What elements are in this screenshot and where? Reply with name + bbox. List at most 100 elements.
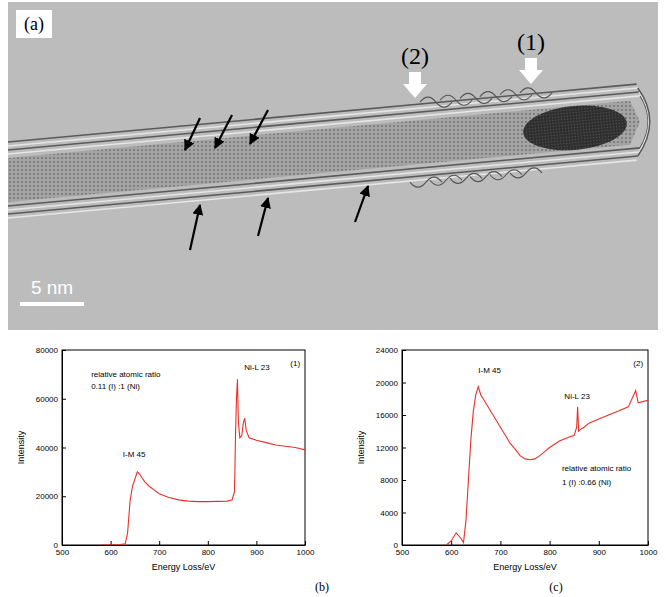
x-tick: 900 bbox=[250, 541, 264, 557]
y-axis: 04000800012000160002000024000 bbox=[376, 346, 406, 550]
y-tick-label: 0 bbox=[394, 541, 399, 550]
x-tick: 1000 bbox=[297, 541, 315, 557]
x-tick-mark bbox=[550, 541, 551, 545]
x-tick: 900 bbox=[593, 541, 607, 557]
annotation: Ni-L 23 bbox=[564, 392, 590, 401]
x-tick-label: 600 bbox=[445, 548, 459, 557]
y-tick: 60000 bbox=[36, 395, 66, 404]
data-group bbox=[446, 387, 648, 545]
y-tick-mark bbox=[402, 480, 406, 481]
y-tick-label: 20000 bbox=[36, 492, 59, 501]
x-tick: 800 bbox=[543, 541, 557, 557]
y-tick-mark bbox=[402, 415, 406, 416]
y-tick: 8000 bbox=[380, 476, 406, 485]
x-tick-label: 900 bbox=[250, 548, 264, 557]
panel-label: (b) bbox=[315, 580, 329, 594]
x-axis: 5006007008009001000 bbox=[56, 541, 315, 557]
tube-wall bbox=[8, 96, 640, 154]
x-tick-label: 1000 bbox=[640, 548, 658, 557]
x-tick: 600 bbox=[104, 541, 118, 557]
tube-wall bbox=[8, 160, 637, 218]
data-group bbox=[101, 379, 305, 545]
scale-bar-label: 5 nm bbox=[31, 277, 73, 298]
x-tick-mark bbox=[305, 541, 306, 545]
x-tick-label: 700 bbox=[153, 548, 167, 557]
y-tick: 0 bbox=[394, 541, 406, 550]
amorphous-shell bbox=[420, 97, 452, 107]
black-arrow bbox=[258, 198, 268, 236]
spectrum-panel: 5006007008009001000040008000120001600020… bbox=[356, 346, 658, 594]
y-tick-label: 8000 bbox=[380, 476, 398, 485]
x-axis-line bbox=[403, 545, 649, 546]
annotation: I-M 45 bbox=[123, 450, 146, 459]
x-tick-mark bbox=[599, 541, 600, 545]
region-label: (2) bbox=[401, 43, 429, 69]
black-arrow bbox=[355, 186, 368, 222]
black-arrow bbox=[190, 205, 200, 250]
y-tick-label: 40000 bbox=[36, 444, 59, 453]
x-tick: 800 bbox=[202, 541, 216, 557]
figure: (2)(1)(a)5 nm500600700800900100002000040… bbox=[0, 0, 666, 597]
y-tick-label: 12000 bbox=[376, 444, 399, 453]
amorphous-shell bbox=[480, 92, 512, 102]
tube-wall bbox=[8, 156, 638, 214]
x-tick-label: 1000 bbox=[297, 548, 315, 557]
spectrum-panel: 5006007008009001000020000400006000080000… bbox=[16, 346, 329, 594]
y-tick-label: 4000 bbox=[380, 509, 398, 518]
y-tick-label: 80000 bbox=[36, 346, 59, 355]
amorphous-shell bbox=[440, 95, 472, 105]
amorphous-shell bbox=[460, 93, 492, 103]
panel-label: (a) bbox=[24, 14, 44, 35]
black-arrow bbox=[215, 115, 232, 148]
y-tick: 80000 bbox=[36, 346, 66, 355]
x-tick-mark bbox=[648, 541, 649, 545]
annotation: (2) bbox=[633, 359, 643, 368]
annotation: relative atomic ratio bbox=[562, 464, 632, 473]
x-tick-mark bbox=[500, 541, 501, 545]
plot-frame bbox=[402, 350, 648, 545]
y-tick: 20000 bbox=[36, 492, 66, 501]
y-tick-mark bbox=[402, 448, 406, 449]
annotation: Ni-L 23 bbox=[244, 363, 270, 372]
y-tick-mark bbox=[62, 448, 66, 449]
x-tick-label: 700 bbox=[494, 548, 508, 557]
x-axis: 5006007008009001000 bbox=[396, 541, 658, 557]
y-tick-mark bbox=[402, 350, 406, 351]
x-tick: 700 bbox=[153, 541, 167, 557]
x-tick-mark bbox=[256, 541, 257, 545]
y-tick: 12000 bbox=[376, 444, 406, 453]
tube-wall bbox=[8, 148, 640, 206]
y-tick-label: 24000 bbox=[376, 346, 399, 355]
black-arrow bbox=[185, 118, 200, 150]
y-tick: 16000 bbox=[376, 411, 406, 420]
y-axis-title: Intensity bbox=[16, 430, 26, 464]
x-axis-title: Energy Loss/eV bbox=[493, 562, 557, 572]
image-background bbox=[8, 2, 658, 330]
x-tick-mark bbox=[451, 541, 452, 545]
x-tick-mark bbox=[159, 541, 160, 545]
annotation: relative atomic ratio bbox=[91, 370, 161, 379]
y-axis-title: Intensity bbox=[356, 430, 366, 464]
y-tick: 40000 bbox=[36, 444, 66, 453]
y-tick: 24000 bbox=[376, 346, 406, 355]
y-tick: 4000 bbox=[380, 509, 406, 518]
x-tick-label: 900 bbox=[593, 548, 607, 557]
x-tick: 700 bbox=[494, 541, 508, 557]
ni-particle bbox=[521, 101, 629, 154]
panel-label: (c) bbox=[549, 580, 562, 594]
x-tick-mark bbox=[208, 541, 209, 545]
spectrum-line bbox=[446, 387, 648, 545]
y-tick-mark bbox=[62, 496, 66, 497]
y-tick-mark bbox=[402, 545, 406, 546]
x-tick-label: 600 bbox=[104, 548, 118, 557]
black-arrow bbox=[250, 110, 268, 144]
x-axis-line bbox=[63, 545, 306, 546]
tube-cap bbox=[638, 88, 650, 156]
tube-cap bbox=[639, 92, 649, 152]
y-axis: 020000400006000080000 bbox=[36, 346, 66, 550]
annotation: I-M 45 bbox=[478, 366, 501, 375]
amorphous-shell bbox=[520, 88, 552, 98]
white-arrow bbox=[403, 72, 427, 98]
amorphous-shell bbox=[500, 90, 532, 100]
x-tick: 600 bbox=[445, 541, 459, 557]
